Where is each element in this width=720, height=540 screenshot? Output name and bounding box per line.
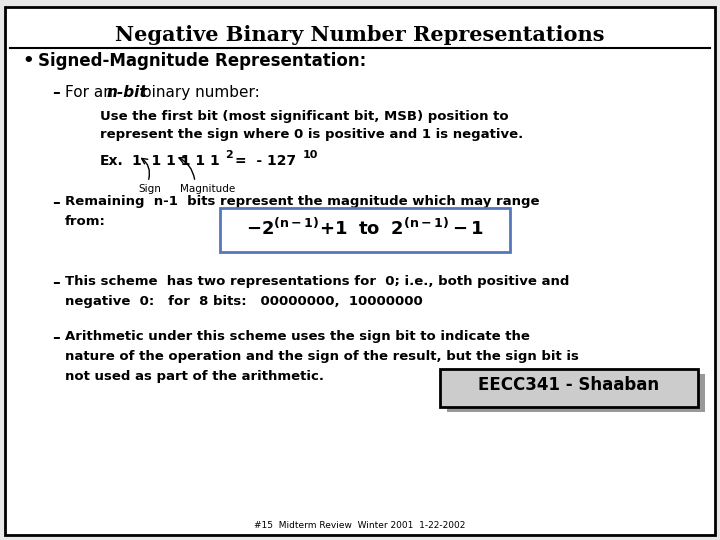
Text: Magnitude: Magnitude — [180, 184, 235, 194]
Text: 2: 2 — [225, 150, 233, 160]
Text: Signed-Magnitude Representation:: Signed-Magnitude Representation: — [38, 52, 366, 70]
Text: $\mathbf{-2^{(n-1)}}$$\mathbf{ + 1 \ \ to \ \ 2^{(n-1)} - 1}$: $\mathbf{-2^{(n-1)}}$$\mathbf{ + 1 \ \ t… — [246, 218, 484, 239]
Text: 1  1 1 1 1 1: 1 1 1 1 1 1 — [132, 154, 220, 168]
Text: –: – — [52, 275, 60, 290]
Text: Arithmetic under this scheme uses the sign bit to indicate the: Arithmetic under this scheme uses the si… — [65, 330, 530, 343]
Text: #15  Midterm Review  Winter 2001  1-22-2002: #15 Midterm Review Winter 2001 1-22-2002 — [254, 521, 466, 530]
Text: •: • — [22, 52, 34, 70]
Text: 10: 10 — [303, 150, 318, 160]
Text: –: – — [52, 85, 60, 100]
Text: binary number:: binary number: — [137, 85, 260, 100]
Text: from:: from: — [65, 215, 106, 228]
Text: Remaining  n-1  bits represent the magnitude which may range: Remaining n-1 bits represent the magnitu… — [65, 195, 539, 208]
Text: Sign: Sign — [138, 184, 161, 194]
Text: –: – — [52, 195, 60, 210]
Text: n-bit: n-bit — [107, 85, 148, 100]
Text: represent the sign where 0 is positive and 1 is negative.: represent the sign where 0 is positive a… — [100, 128, 523, 141]
Bar — [440, 369, 698, 407]
Text: Ex.: Ex. — [100, 154, 124, 168]
Text: EECC341 - Shaaban: EECC341 - Shaaban — [478, 376, 660, 394]
Bar — [220, 208, 510, 252]
Text: Use the first bit (most significant bit, MSB) position to: Use the first bit (most significant bit,… — [100, 110, 508, 123]
Text: Negative Binary Number Representations: Negative Binary Number Representations — [115, 25, 605, 45]
Text: –: – — [52, 330, 60, 345]
Text: =  - 127: = - 127 — [235, 154, 296, 168]
Text: not used as part of the arithmetic.: not used as part of the arithmetic. — [65, 370, 324, 383]
Bar — [447, 374, 705, 412]
Text: For an: For an — [65, 85, 118, 100]
Text: nature of the operation and the sign of the result, but the sign bit is: nature of the operation and the sign of … — [65, 350, 579, 363]
Text: This scheme  has two representations for  0; i.e., both positive and: This scheme has two representations for … — [65, 275, 570, 288]
Text: negative  0:   for  8 bits:   00000000,  10000000: negative 0: for 8 bits: 00000000, 100000… — [65, 295, 423, 308]
